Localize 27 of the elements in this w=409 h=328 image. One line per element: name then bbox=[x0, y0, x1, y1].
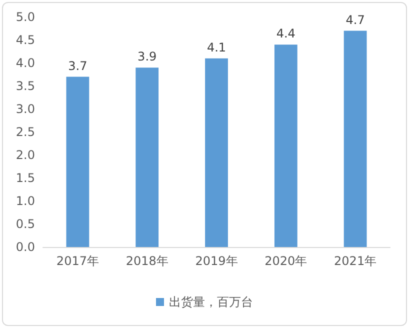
y-tick-label: 0.0 bbox=[16, 240, 35, 254]
y-tick-label: 0.5 bbox=[16, 217, 35, 231]
y-tick-label: 2.0 bbox=[16, 148, 35, 162]
y-tick-label: 1.0 bbox=[16, 194, 35, 208]
y-tick-label: 1.5 bbox=[16, 171, 35, 185]
bar bbox=[66, 76, 90, 247]
legend-label: 出货量，百万台 bbox=[169, 295, 253, 309]
bar bbox=[274, 44, 298, 247]
y-tick-label: 4.0 bbox=[16, 56, 35, 70]
data-label: 4.7 bbox=[346, 12, 365, 27]
x-tick-label: 2021年 bbox=[334, 254, 377, 268]
x-tick-label: 2019年 bbox=[195, 254, 238, 268]
x-tick-label: 2020年 bbox=[264, 254, 308, 268]
bar bbox=[205, 58, 228, 247]
y-tick-label: 2.5 bbox=[16, 125, 35, 139]
bar bbox=[136, 68, 159, 247]
x-tick-label: 2018年 bbox=[126, 254, 168, 268]
bar bbox=[344, 30, 367, 247]
data-label: 3.9 bbox=[138, 50, 157, 64]
data-label: 3.7 bbox=[68, 58, 88, 73]
y-tick-label: 3.5 bbox=[16, 79, 35, 93]
y-tick-label: 4.5 bbox=[16, 33, 35, 47]
y-tick-label: 5.0 bbox=[16, 10, 35, 24]
data-label: 4.4 bbox=[276, 26, 296, 41]
data-label: 4.1 bbox=[206, 40, 226, 54]
y-tick-label: 3.0 bbox=[16, 102, 35, 116]
x-tick-label: 2017年 bbox=[56, 254, 99, 268]
